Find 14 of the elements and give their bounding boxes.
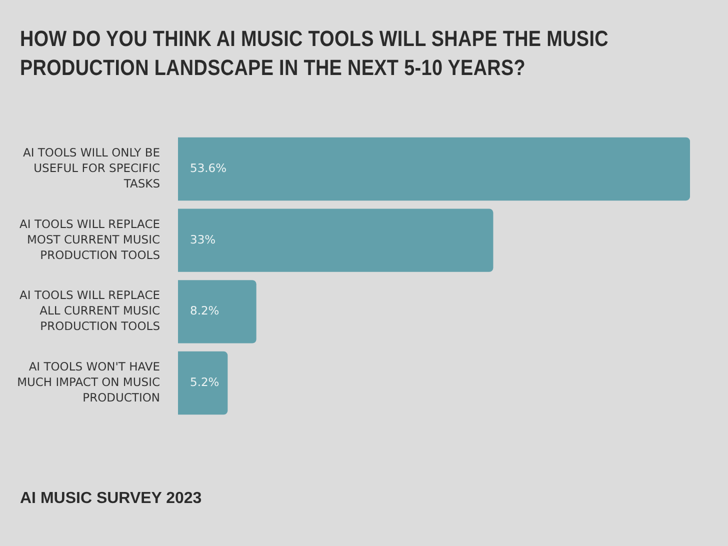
bar bbox=[178, 351, 228, 415]
chart-title: HOW DO YOU THINK AI MUSIC TOOLS WILL SHAPE THE MUSIC PRODUCTION LANDSCAPE IN THE NEXT 5-10 YEARS? bbox=[20, 25, 610, 82]
y-tick-label: AI TOOLS WILL REPLACE MOST CURRENT MUSIC PRODUCTION TOOLS bbox=[20, 216, 160, 262]
text: AI MUSIC SURVEY 2023 bbox=[20, 490, 202, 508]
bar bbox=[178, 280, 256, 344]
bar bbox=[178, 208, 494, 272]
y-tick-label: AI TOOLS WILL ONLY BE USEFUL FOR SPECIFIC TASKS bbox=[22, 145, 160, 190]
data-label: 8.2% bbox=[190, 304, 220, 318]
bar bbox=[178, 137, 690, 201]
data-label: 5.2% bbox=[190, 375, 220, 390]
data-label: 33% bbox=[190, 232, 216, 246]
y-tick-label: AI TOOLS WON'T HAVE MUCH IMPACT ON MUSIC PRODUCTION bbox=[17, 359, 160, 405]
data-label: 53.6% bbox=[190, 160, 227, 175]
y-tick-label: AI TOOLS WILL REPLACE ALL CURRENT MUSIC PRODUCTION TOOLS bbox=[20, 288, 160, 334]
